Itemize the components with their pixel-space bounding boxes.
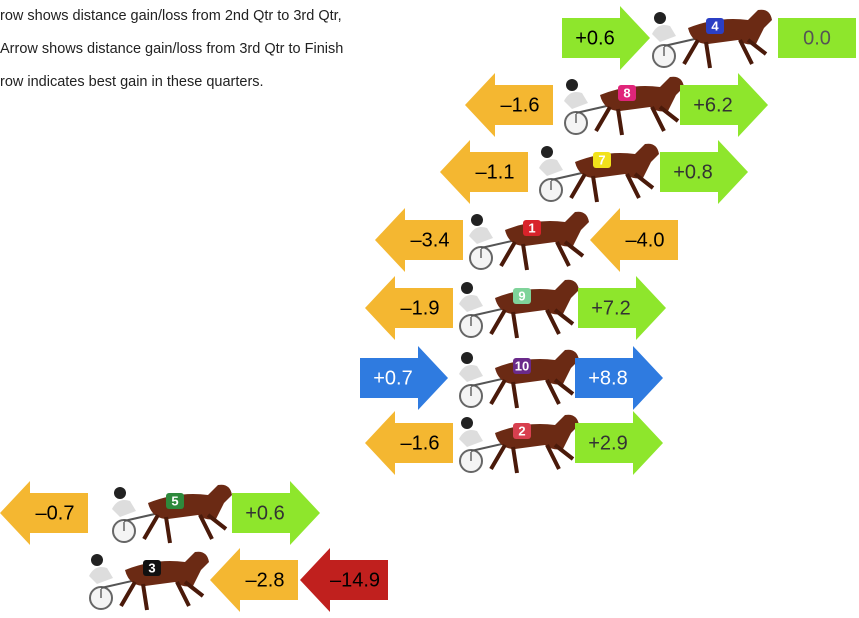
arrow-label: +0.8 — [673, 161, 712, 183]
arrow-label: –1.6 — [401, 432, 440, 454]
horse-row: 9 –1.9 +7.2 — [365, 276, 666, 340]
diagram: row shows distance gain/loss from 2nd Qt… — [0, 0, 859, 618]
arrow-label: +0.7 — [373, 367, 412, 389]
arrow-label: +7.2 — [591, 297, 630, 319]
horse-number: 8 — [623, 85, 630, 100]
horse-row: 5 –0.7 +0.6 — [0, 481, 320, 545]
horse-row: 8 –1.6 +6.2 — [465, 73, 768, 137]
horse-row: 4 +0.6 0.0 — [562, 6, 856, 70]
horse-icon: 1 — [469, 212, 589, 270]
arrow-label: –0.7 — [36, 502, 75, 524]
horse-number: 2 — [518, 423, 525, 438]
horse-number: 7 — [598, 152, 605, 167]
arrow-label: –1.9 — [401, 297, 440, 319]
horse-row: 2 –1.6 +2.9 — [365, 411, 663, 475]
arrow-label: –2.8 — [246, 569, 285, 591]
arrow-label: –4.0 — [626, 229, 665, 251]
arrow-label: +2.9 — [588, 432, 627, 454]
horse-row: 10 +0.7 +8.8 — [360, 346, 663, 410]
horse-icon: 10 — [459, 350, 579, 408]
horse-number: 9 — [518, 288, 525, 303]
horse-icon: 4 — [652, 10, 772, 68]
page: row shows distance gain/loss from 2nd Qt… — [0, 0, 859, 618]
horse-icon: 2 — [459, 415, 579, 473]
horse-icon: 9 — [459, 280, 579, 338]
arrow-label: +8.8 — [588, 367, 627, 389]
arrow-label: +0.6 — [245, 502, 284, 524]
arrow-label: –14.9 — [330, 569, 380, 591]
legend-line: row indicates best gain in these quarter… — [0, 74, 264, 90]
horse-number: 10 — [515, 358, 529, 373]
arrow-label: +6.2 — [693, 94, 732, 116]
horse-number: 5 — [171, 493, 178, 508]
horse-icon: 3 — [89, 552, 209, 610]
legend-line: row shows distance gain/loss from 2nd Qt… — [0, 8, 342, 24]
horse-row: 3 –2.8 –14.9 — [89, 548, 388, 612]
arrow-label: –3.4 — [411, 229, 450, 251]
horse-icon: 5 — [112, 485, 232, 543]
horse-icon: 8 — [564, 77, 684, 135]
horse-row: 7 –1.1 +0.8 — [440, 140, 748, 204]
arrow-label: 0.0 — [803, 27, 831, 49]
arrow-label: –1.1 — [476, 161, 515, 183]
horse-number: 1 — [528, 220, 535, 235]
legend-line: Arrow shows distance gain/loss from 3rd … — [0, 41, 343, 57]
horse-number: 3 — [148, 560, 155, 575]
horse-icon: 7 — [539, 144, 659, 202]
arrow-label: –1.6 — [501, 94, 540, 116]
arrow-label: +0.6 — [575, 27, 614, 49]
horse-number: 4 — [711, 18, 719, 33]
horse-row: 1 –3.4 –4.0 — [375, 208, 678, 272]
